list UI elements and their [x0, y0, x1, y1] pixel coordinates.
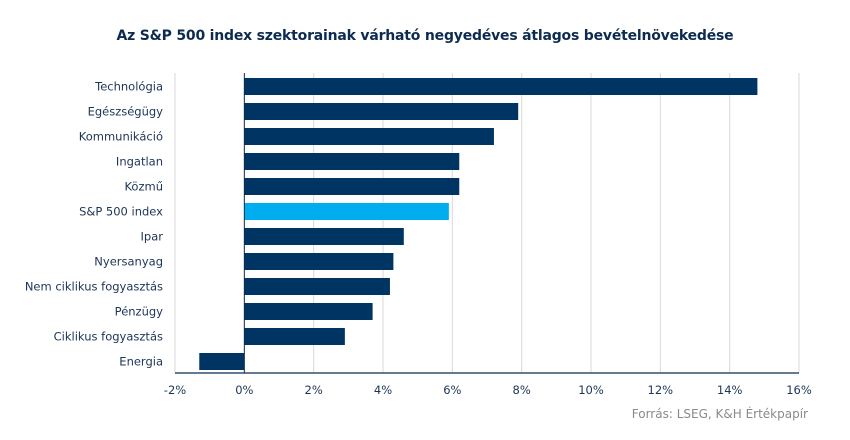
bar [244, 303, 373, 320]
bar [244, 128, 494, 145]
category-label: Közmű [124, 180, 163, 194]
category-label: Ipar [141, 230, 164, 244]
bar [244, 103, 519, 120]
bars [199, 78, 758, 370]
category-label: Pénzügy [115, 305, 164, 319]
bar [244, 178, 460, 195]
x-tick-label: 14% [717, 383, 743, 397]
x-tick-label: 0% [235, 383, 253, 397]
x-tick-label: 2% [305, 383, 323, 397]
x-tick-labels: -2% 0% 2% 4% 6% 8% 10% 12% 14% 16% [164, 383, 812, 397]
category-label: Nem ciklikus fogyasztás [25, 280, 163, 294]
x-tick-label: 6% [443, 383, 461, 397]
bar [244, 228, 404, 245]
bar [244, 253, 394, 270]
category-label: Nyersanyag [94, 255, 163, 269]
source-note: Forrás: LSEG, K&H Értékpapír [631, 407, 808, 421]
x-tick-label: 4% [374, 383, 392, 397]
x-tick-label: 12% [648, 383, 674, 397]
category-label: Egészségügy [88, 105, 164, 119]
category-label: S&P 500 index [79, 205, 163, 219]
bar [244, 328, 345, 345]
category-labels: Technológia Egészségügy Kommunikáció Ingatl… [25, 80, 163, 369]
bar [244, 153, 460, 170]
category-label: Kommunikáció [79, 130, 163, 144]
bar [199, 353, 245, 370]
category-label: Energia [119, 355, 163, 369]
x-tick-label: 16% [786, 383, 812, 397]
bar [244, 203, 449, 220]
bar [244, 78, 758, 95]
x-tick-label: -2% [164, 383, 186, 397]
chart-title: Az S&P 500 index szektorainak várható ne… [116, 28, 734, 44]
category-label: Ciklikus fogyasztás [54, 330, 163, 344]
gridlines [174, 73, 800, 373]
axes [175, 73, 799, 374]
category-label: Ingatlan [116, 155, 163, 169]
category-label: Technológia [94, 80, 163, 94]
x-tick-label: 10% [578, 383, 604, 397]
bar [244, 278, 390, 295]
x-tick-label: 8% [513, 383, 531, 397]
